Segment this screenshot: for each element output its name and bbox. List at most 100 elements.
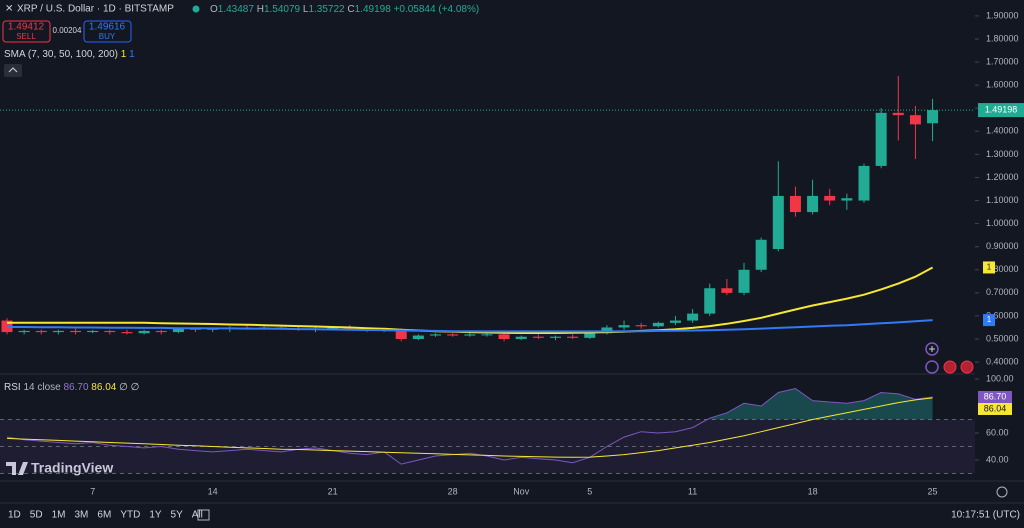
h-value: 1.54079 [264,4,301,15]
y-tick-label: 1.90000 [986,10,1019,20]
sell-price: 1.49412 [8,22,45,33]
add-icon[interactable] [925,342,939,356]
y-tick-label: 60.00 [986,427,1009,437]
y-tick-label: 0.50000 [986,333,1019,343]
flag-icon[interactable] [943,360,957,374]
rsi-badge [978,390,1012,403]
buy-price: 1.49616 [89,22,126,33]
y-tick-label: 1.20000 [986,172,1019,182]
candle-body [789,195,801,213]
candle-body [704,288,716,314]
x-tick-label: 5 [587,486,592,496]
rsi-extra: ∅ ∅ [119,382,139,393]
y-tick-label: 1.00000 [986,218,1019,228]
buy-button[interactable] [83,20,132,43]
candle-body [909,115,921,125]
y-tick-label: 40.00 [986,454,1009,464]
range-button[interactable]: 3M [75,510,89,521]
range-button[interactable]: 1Y [149,510,162,521]
candle-body [772,195,784,249]
rsi-params: 14 close [23,382,61,393]
indicator-label: SMA (7, 30, 50, 100, 200) 1 1 [4,49,135,60]
candle-body [635,325,647,327]
rsi-badge-label: 86.04 [984,403,1007,413]
rsi-badge-label: 86.70 [984,391,1007,401]
sell-button[interactable] [2,20,51,43]
collapse-button[interactable] [4,64,22,77]
buy-label: BUY [99,32,116,41]
sma-badge [983,314,995,327]
sma-value-2: 1 [129,49,135,60]
y-tick-label: 1.80000 [986,33,1019,43]
range-button[interactable]: 5D [30,510,43,521]
candle-body [121,332,133,334]
sma-badge-label: 1 [987,263,992,272]
last-price-label: 1.49198 [985,104,1018,114]
candle-body [104,330,116,333]
candle-body [567,336,579,338]
candle-body [687,313,699,321]
c-label: C [347,4,354,15]
o-value: 1.43487 [218,4,255,15]
x-tick-label: 14 [208,486,218,496]
flag-icon[interactable] [960,360,974,374]
candle-body [481,334,493,336]
sma-value-1: 1 [121,49,127,60]
l-value: 1.35722 [308,4,345,15]
candle-body [875,112,887,166]
event-icon[interactable] [925,360,939,374]
rsi-line [6,387,933,465]
candle-body [652,322,664,327]
candle-body [858,165,870,201]
candle-body [584,333,596,338]
x-tick-label: 11 [688,486,697,496]
logo: TradingView [31,460,113,476]
c-value: 1.49198 [355,4,392,15]
x-tick-label: 25 [928,486,938,496]
y-tick-label: 0.40000 [986,356,1019,366]
candle-body [172,328,184,333]
range-button[interactable]: YTD [120,510,140,521]
candle-body [755,239,767,270]
sma-badge [983,261,995,274]
candle-body [841,198,853,201]
candle-body [927,110,939,124]
candle-body [532,336,544,338]
candle-body [18,330,30,333]
ohlc: O1.43487 H1.54079 L1.35722 C1.49198 +0.0… [210,4,479,15]
sell-label: SELL [16,32,36,41]
range-button[interactable]: 5Y [171,510,184,521]
h-label: H [257,4,264,15]
spread: 0.00204 [53,26,82,35]
range-button[interactable]: All [192,510,203,521]
settings-icon[interactable] [996,486,1008,498]
y-tick-label: 1.70000 [986,56,1019,66]
candle-body [52,330,64,333]
y-tick-label: 1.10000 [986,195,1019,205]
range-button[interactable]: 1D [8,510,21,521]
range-button[interactable]: 6M [97,510,111,521]
candle-body [807,195,819,213]
candle-body [549,336,561,338]
range-button[interactable]: 1M [52,510,66,521]
x-tick-label: 28 [448,486,458,496]
y-tick-label: 100.00 [986,373,1014,383]
y-tick-label: 0.80000 [986,264,1019,274]
close-icon[interactable]: ✕ [5,4,13,15]
candle-body [721,288,733,293]
rsi-line [6,397,933,458]
change: +0.05844 (+4.08%) [394,4,480,15]
calendar-icon[interactable] [197,509,210,521]
status-dot [192,5,200,13]
candle-body [824,195,836,201]
o-label: O [210,4,218,15]
candle-body [464,334,476,336]
candle-body [87,330,99,333]
candle-body [395,329,407,339]
candle-body [70,330,82,333]
candle-body [892,112,904,116]
candle-body [601,327,613,334]
